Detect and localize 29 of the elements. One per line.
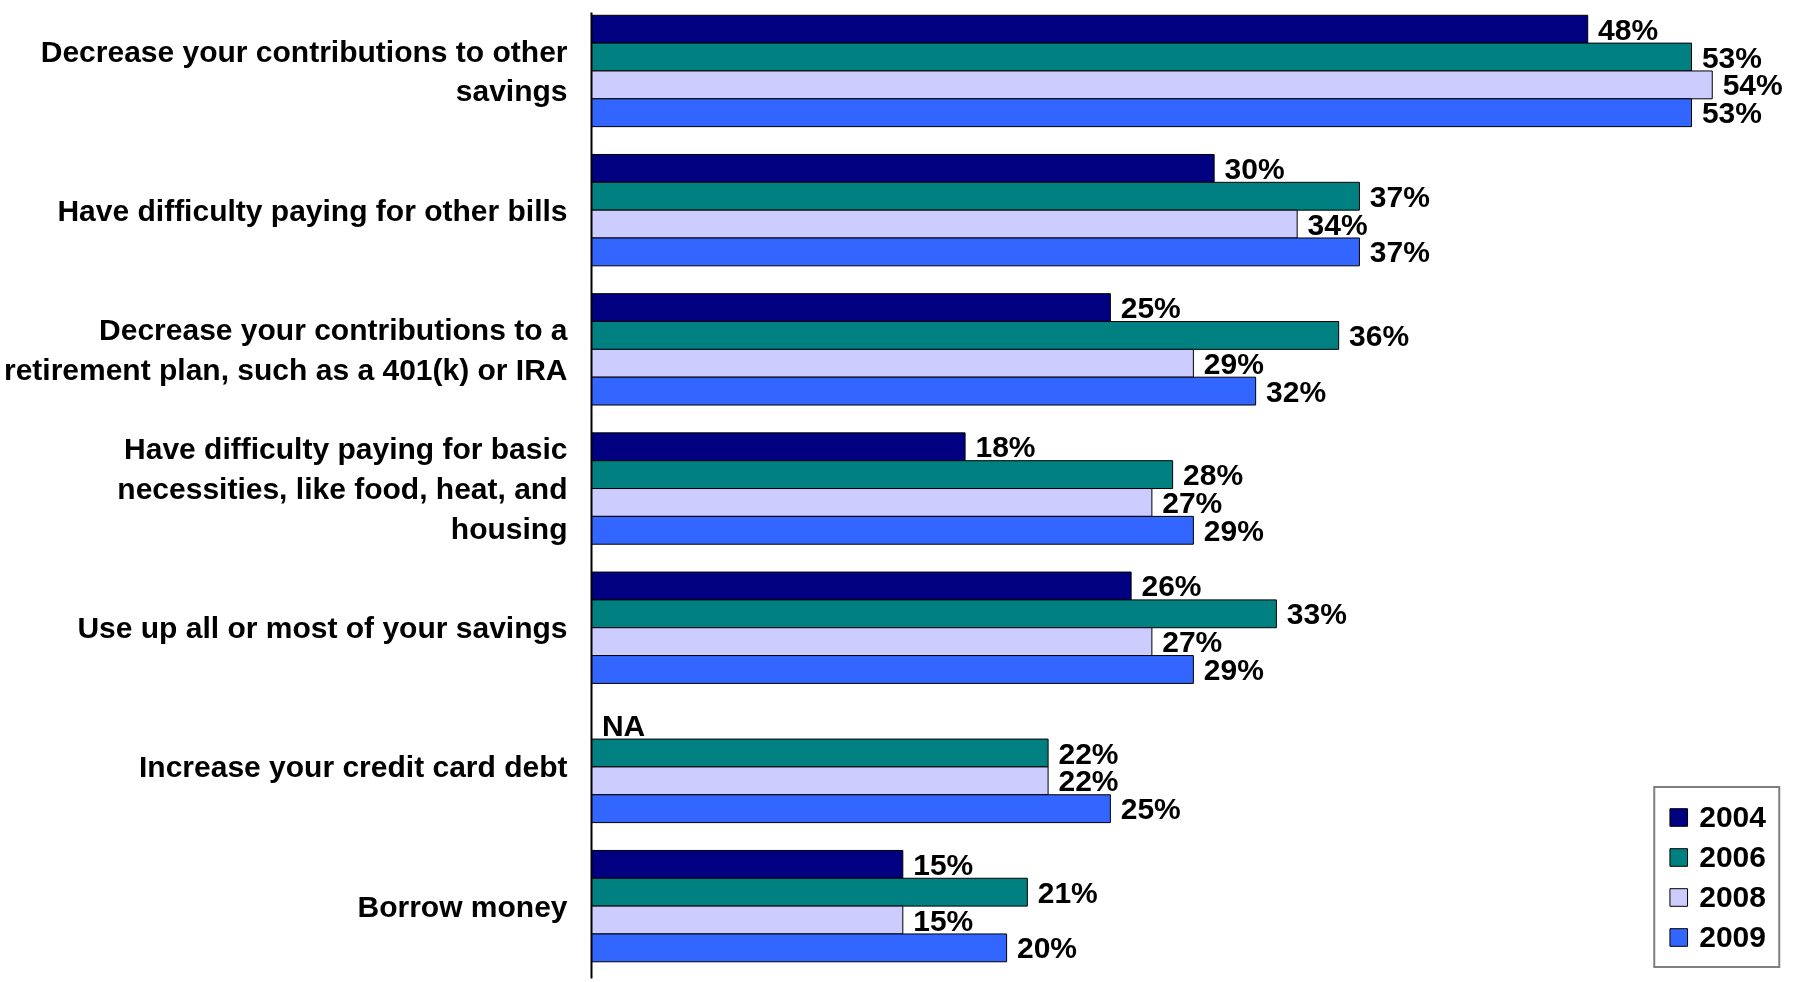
y-tick-label: Borrow money — [357, 889, 568, 923]
y-tick-label: Increase your credit card debt — [139, 750, 568, 784]
data-label: 25% — [1120, 291, 1181, 325]
data-label: 32% — [1266, 374, 1327, 408]
data-label: 48% — [1598, 12, 1659, 46]
legend-label: 2004 — [1699, 800, 1766, 834]
y-tick-label: Have difficulty paying for other bills — [57, 193, 568, 227]
text: NA — [601, 708, 646, 742]
y-tick-label: Use up all or most of your savings — [77, 611, 568, 645]
data-label: 36% — [1349, 318, 1410, 352]
y-tick-label: Decrease your contributions to other savings — [40, 34, 568, 108]
data-label: 15% — [913, 847, 974, 881]
data-label: 15% — [913, 903, 974, 937]
data-label: 30% — [1224, 151, 1285, 185]
y-tick-label: Have difficulty paying for basic necessities, like food, heat, and housing — [117, 432, 568, 545]
data-label: 33% — [1286, 597, 1347, 631]
data-label: 21% — [1037, 875, 1098, 909]
data-label: 20% — [1016, 931, 1078, 965]
legend-label: 2008 — [1699, 880, 1766, 914]
y-tick-label: Decrease your contributions to a retirement plan, such as a 401(k) or IRA — [3, 313, 568, 386]
data-label: 37% — [1369, 235, 1430, 269]
data-label: 18% — [975, 430, 1036, 464]
data-label: 25% — [1120, 792, 1181, 826]
legend-label: 2006 — [1699, 840, 1766, 874]
data-label: 29% — [1203, 346, 1264, 380]
data-label: 26% — [1141, 569, 1202, 603]
data-label: 37% — [1369, 179, 1430, 213]
data-label: 34% — [1307, 207, 1368, 241]
legend-label: 2009 — [1699, 920, 1766, 954]
